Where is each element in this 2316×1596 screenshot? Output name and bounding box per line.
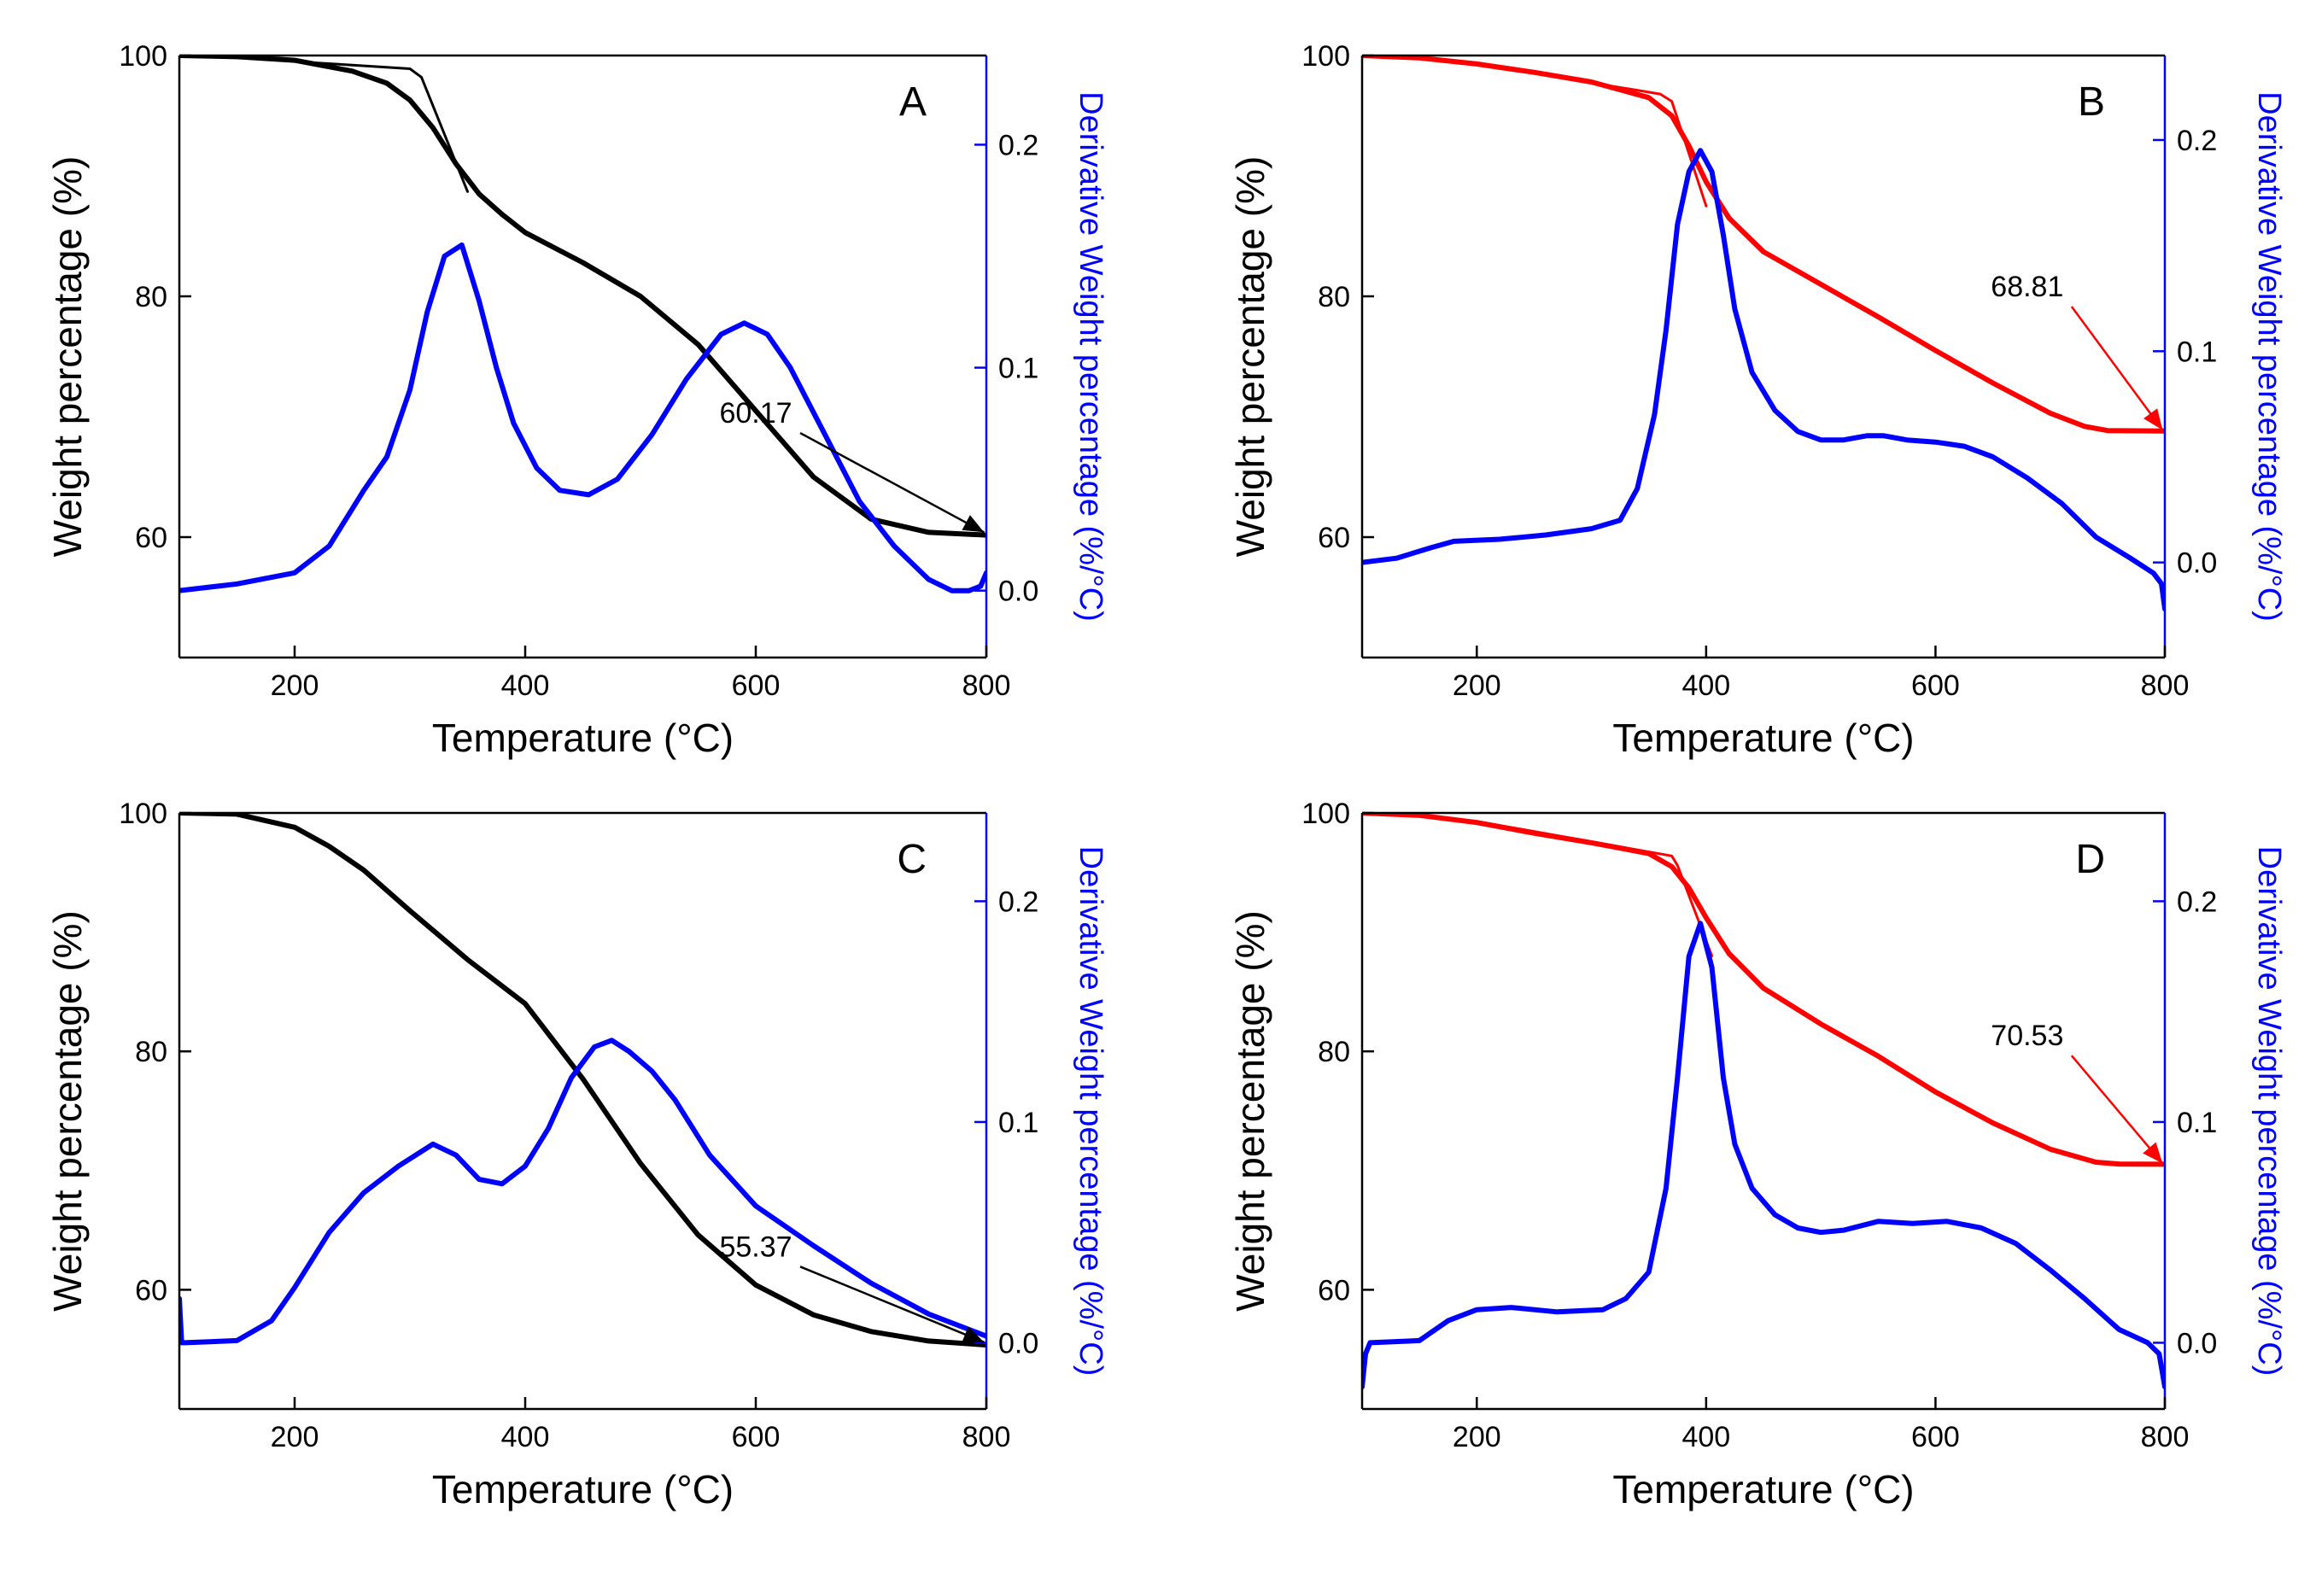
y2-tick-label-b: 0.0 xyxy=(2177,547,2217,580)
y2-tick-label-c: 0.1 xyxy=(998,1107,1038,1139)
y2-tick-label-b: 0.2 xyxy=(2177,125,2217,157)
y2-tick-label-a: 0.2 xyxy=(998,129,1038,161)
y-tick-label-b: 60 xyxy=(1318,522,1350,554)
x-tick-label-b: 200 xyxy=(1453,669,1501,702)
x-axis-label-d: Temperature (°C) xyxy=(1612,1467,1914,1511)
x-tick-label-d: 600 xyxy=(1911,1421,1960,1453)
x-tick-label-d: 800 xyxy=(2141,1421,2190,1453)
x-axis-label-b: Temperature (°C) xyxy=(1612,716,1914,760)
series-derivative-a xyxy=(179,242,986,593)
y2-axis-label-d: Derivative Weight percentage (%/°C) xyxy=(2251,846,2287,1377)
y-tick-label-c: 60 xyxy=(135,1274,167,1307)
series-onset-tangent-b xyxy=(1475,62,1708,208)
annotation-value-d: 70.53 xyxy=(1991,1020,2063,1052)
x-tick-label-a: 400 xyxy=(501,669,550,702)
y2-tick-label-a: 0.0 xyxy=(998,576,1038,608)
panel-b: 200 400 600 800 60 80 100 0.0 0.1 0.2 Temperature … xyxy=(1228,40,2287,760)
panel-label-a: A xyxy=(899,79,927,125)
y-axis-label-b: Weight percentage (%) xyxy=(1228,156,1272,558)
y2-tick-label-b: 0.1 xyxy=(2177,336,2217,368)
y2-tick-label-d: 0.1 xyxy=(2177,1107,2217,1139)
annotation-value-b: 68.81 xyxy=(1991,271,2063,303)
y2-tick-label-c: 0.0 xyxy=(998,1327,1038,1359)
y2-tick-label-c: 0.2 xyxy=(998,886,1038,918)
annotation-value-a: 60.17 xyxy=(719,397,792,430)
panel-c: 200 400 600 800 60 80 100 0.0 0.1 0.2 Temperature … xyxy=(45,798,1108,1511)
panel-label-d: D xyxy=(2075,837,2105,882)
x-axis-label-c: Temperature (°C) xyxy=(432,1467,734,1511)
series-derivative-c xyxy=(179,1038,986,1346)
y-axis-label-c: Weight percentage (%) xyxy=(45,910,90,1312)
series-weight-c xyxy=(179,813,986,1348)
series-weight-a xyxy=(179,56,986,538)
x-tick-label-a: 200 xyxy=(271,669,319,702)
y-tick-label-a: 60 xyxy=(135,522,167,554)
series-derivative-d xyxy=(1362,921,2165,1390)
y-tick-label-c: 100 xyxy=(119,798,167,830)
series-onset-tangent-a xyxy=(293,60,469,193)
x-tick-label-b: 400 xyxy=(1681,669,1730,702)
y-axis-label-d: Weight percentage (%) xyxy=(1228,910,1272,1312)
y2-axis-label-b: Derivative Weight percentage (%/°C) xyxy=(2251,91,2287,622)
x-tick-label-c: 600 xyxy=(732,1421,781,1453)
y2-tick-label-d: 0.0 xyxy=(2177,1327,2217,1359)
annotation-value-c: 55.37 xyxy=(719,1231,792,1263)
annotation-arrow-b xyxy=(2070,306,2164,431)
x-tick-label-a: 600 xyxy=(732,669,781,702)
panel-label-b: B xyxy=(2078,79,2105,125)
annotation-arrow-c xyxy=(799,1266,985,1343)
annotation-arrowhead-d xyxy=(2143,1142,2163,1164)
series-weight-b xyxy=(1362,56,2165,434)
y-tick-label-b: 100 xyxy=(1301,40,1350,73)
x-tick-label-b: 800 xyxy=(2141,669,2190,702)
y-tick-label-a: 80 xyxy=(135,281,167,313)
x-tick-label-c: 400 xyxy=(501,1421,550,1453)
y2-axis-label-a: Derivative Weight percentage (%/°C) xyxy=(1073,91,1108,622)
panel-d: 200 400 600 800 60 80 100 0.0 0.1 0.2 Temperature … xyxy=(1228,798,2287,1511)
y2-tick-label-d: 0.2 xyxy=(2177,886,2217,918)
annotation-arrowhead-a xyxy=(962,515,985,533)
y-tick-label-b: 80 xyxy=(1318,281,1350,313)
y-tick-label-d: 100 xyxy=(1301,798,1350,830)
annotation-arrowhead-b xyxy=(2143,408,2163,430)
panel-a: 200 400 600 800 60 80 100 0.0 0.1 0.2 Temperature … xyxy=(45,40,1108,760)
x-tick-label-d: 400 xyxy=(1681,1421,1730,1453)
x-tick-label-c: 800 xyxy=(962,1421,1011,1453)
x-tick-label-a: 800 xyxy=(962,669,1011,702)
annotation-arrow-d xyxy=(2070,1055,2164,1165)
y-tick-label-d: 60 xyxy=(1318,1274,1350,1307)
x-axis-label-a: Temperature (°C) xyxy=(432,716,734,760)
panel-label-c: C xyxy=(897,837,927,882)
series-onset-tangent-d xyxy=(1475,820,1714,957)
y-tick-label-c: 80 xyxy=(135,1036,167,1068)
x-tick-label-d: 200 xyxy=(1453,1421,1501,1453)
y-axis-label-a: Weight percentage (%) xyxy=(45,156,90,558)
series-weight-d xyxy=(1362,813,2165,1167)
y2-axis-label-c: Derivative Weight percentage (%/°C) xyxy=(1073,846,1108,1377)
x-tick-label-c: 200 xyxy=(271,1421,319,1453)
annotation-arrowhead-c xyxy=(962,1326,985,1342)
y2-tick-label-a: 0.1 xyxy=(998,353,1038,385)
y-tick-label-d: 80 xyxy=(1318,1036,1350,1068)
y-tick-label-a: 100 xyxy=(119,40,167,73)
x-tick-label-b: 600 xyxy=(1911,669,1960,702)
annotation-arrow-a xyxy=(799,431,985,534)
series-derivative-b xyxy=(1362,148,2165,612)
